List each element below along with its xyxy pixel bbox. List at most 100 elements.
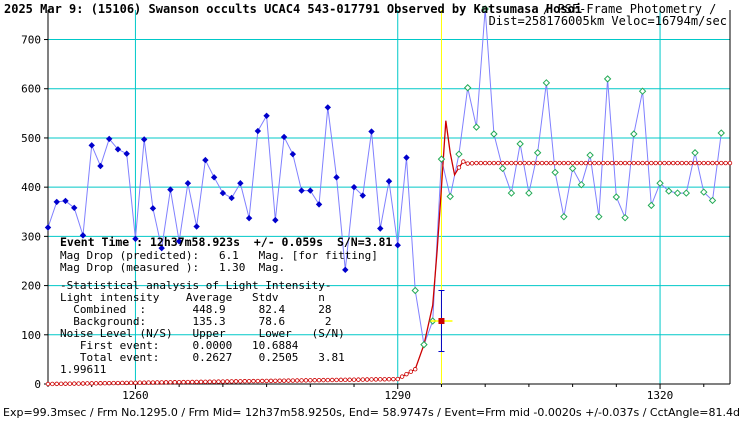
data-point-after xyxy=(568,164,577,173)
tick-labels: 0 100 200 300 400 500 600 700 1260 1290 1320 xyxy=(21,34,673,402)
model-point xyxy=(176,379,182,385)
model-point xyxy=(469,161,475,166)
data-point-before xyxy=(79,232,87,239)
data-point-after xyxy=(621,213,629,222)
model-point xyxy=(50,381,55,387)
model-point xyxy=(190,379,195,385)
model-point xyxy=(474,160,479,166)
model-point xyxy=(281,378,287,383)
model-point xyxy=(684,160,689,166)
model-point xyxy=(386,377,392,382)
model-point xyxy=(343,377,348,383)
model-point xyxy=(408,369,414,374)
data-point-before xyxy=(280,133,288,141)
y-tick-label: 600 xyxy=(21,83,41,96)
model-point xyxy=(688,160,693,166)
model-curve xyxy=(45,120,733,387)
model-point xyxy=(719,160,724,166)
model-point xyxy=(299,378,304,383)
data-point-after xyxy=(437,155,446,163)
model-point xyxy=(552,160,558,166)
model-point xyxy=(255,378,261,384)
model-point xyxy=(662,160,667,166)
model-point xyxy=(517,160,523,166)
model-point xyxy=(225,379,230,384)
model-point xyxy=(391,376,396,382)
model-point xyxy=(561,160,567,166)
data-point-before xyxy=(307,187,314,194)
model-point xyxy=(58,381,64,387)
footer-info: Exp=99.3msec / Frm No.1295.0 / Frm Mid= … xyxy=(3,406,740,419)
model-point xyxy=(513,160,518,166)
model-point xyxy=(203,379,208,384)
model-point xyxy=(670,160,676,166)
data-point-before xyxy=(71,204,78,212)
model-point xyxy=(290,378,296,383)
noise-first-event: First event: 0.0000 10.6884 xyxy=(60,339,299,352)
model-point xyxy=(93,381,99,386)
model-point xyxy=(482,160,488,166)
stat-header: Light intensity Average Stdv n xyxy=(60,291,325,304)
model-point xyxy=(705,160,711,166)
data-point-before xyxy=(175,238,183,245)
data-point-after xyxy=(656,179,664,187)
model-point xyxy=(579,160,584,166)
model-point xyxy=(596,160,602,166)
mag-drop-measured: Mag Drop (measured ): 1.30 Mag. xyxy=(60,261,286,274)
model-point xyxy=(163,380,169,385)
model-point xyxy=(675,160,680,166)
model-point xyxy=(465,161,470,166)
data-point-after xyxy=(551,168,559,177)
model-point xyxy=(605,160,610,166)
model-point xyxy=(251,378,256,384)
data-point-after xyxy=(612,193,621,201)
model-point xyxy=(150,380,156,385)
event-marker xyxy=(430,290,453,353)
model-point xyxy=(229,379,234,384)
data-point-after xyxy=(630,130,638,138)
data-point-before xyxy=(210,174,218,181)
data-point-before xyxy=(202,156,209,164)
model-point xyxy=(723,160,728,166)
model-point xyxy=(102,381,108,386)
data-point-after xyxy=(560,212,568,221)
model-point xyxy=(509,160,514,166)
model-point xyxy=(273,378,278,384)
data-point-after xyxy=(638,87,647,95)
model-point xyxy=(351,377,357,382)
chart-title: 2025 Mar 9: (15106) Swanson occults UCAC… xyxy=(4,2,582,16)
model-point xyxy=(63,381,68,386)
model-point xyxy=(649,160,654,166)
model-point xyxy=(714,160,720,166)
event-point xyxy=(438,318,445,325)
model-point xyxy=(246,378,252,384)
data-point-before xyxy=(167,186,174,193)
model-point xyxy=(211,379,217,384)
model-point xyxy=(369,377,374,382)
stat-combined: Combined : 448.9 82.4 28 xyxy=(60,303,332,316)
noise-header: Noise Level (N/S) Upper Lower (S/N) xyxy=(60,327,345,340)
model-point xyxy=(54,381,59,387)
model-point xyxy=(107,380,112,386)
data-point-after xyxy=(533,149,542,157)
model-point xyxy=(478,160,484,166)
mag-drop-predicted: Mag Drop (predicted): 6.1 Mag. [for fitt… xyxy=(60,249,378,262)
data-point-before xyxy=(158,244,165,252)
model-point xyxy=(570,160,575,166)
model-point xyxy=(364,377,370,382)
model-point xyxy=(601,160,606,166)
model-point xyxy=(277,378,282,383)
stat-background: Background: 135.3 78.6 2 xyxy=(60,315,332,328)
model-point xyxy=(338,377,344,383)
model-point xyxy=(76,381,81,386)
model-point xyxy=(404,371,409,377)
data-point-before xyxy=(106,135,113,143)
data-point-before xyxy=(324,104,331,111)
model-point xyxy=(522,160,527,166)
data-point-after xyxy=(700,188,708,196)
data-point-before xyxy=(368,128,375,135)
model-point xyxy=(159,380,164,385)
y-tick-label: 200 xyxy=(21,280,41,293)
data-point-before xyxy=(228,194,235,202)
